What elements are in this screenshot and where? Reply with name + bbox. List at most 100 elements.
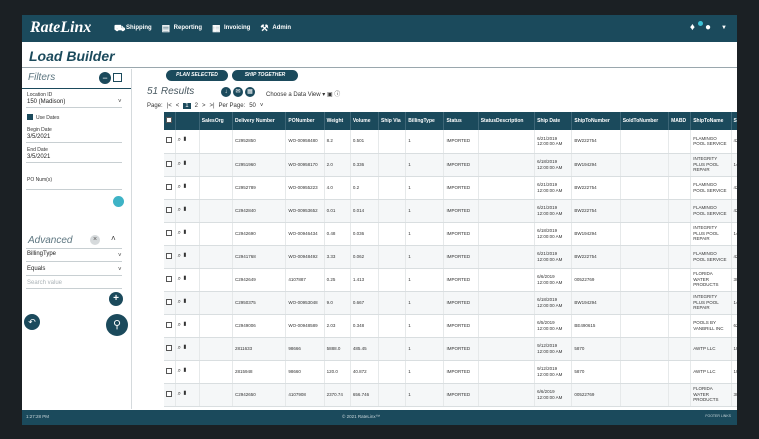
- advanced-field-select[interactable]: BillingType: [27, 251, 57, 257]
- row-checkbox[interactable]: [166, 321, 172, 328]
- clear-advanced-icon[interactable]: ×: [90, 235, 100, 245]
- next-page-icon[interactable]: >: [201, 103, 206, 109]
- row-checkbox[interactable]: [166, 183, 172, 190]
- delete-icon[interactable]: ▮: [182, 183, 188, 190]
- table-row[interactable]: ⌕ ▮ 2815948 98660 120.0 40.872 1 IMPORTED 9/12/…: [164, 360, 737, 384]
- advanced-operator-select[interactable]: Equals: [27, 266, 46, 272]
- row-checkbox[interactable]: [166, 206, 172, 213]
- delete-icon[interactable]: ▮: [182, 229, 188, 236]
- row-select-cell[interactable]: [164, 222, 176, 246]
- chevron-up-icon[interactable]: ˄: [111, 234, 116, 243]
- table-row[interactable]: ⌕ ▮ C2949006 WO-00948589 2.03 0.348 1 IMPORTED…: [164, 314, 737, 338]
- delete-icon[interactable]: ▮: [182, 390, 188, 397]
- view-icon[interactable]: ⌕: [177, 137, 183, 144]
- column-header[interactable]: Delivery Number: [232, 112, 287, 130]
- row-select-cell[interactable]: [164, 314, 176, 338]
- mail-icon[interactable]: ✉: [233, 87, 243, 97]
- checkbox[interactable]: [166, 117, 172, 123]
- column-header[interactable]: ShipTo...: [731, 112, 737, 130]
- apply-filter-icon[interactable]: [113, 196, 124, 207]
- column-header[interactable]: Ship Via: [378, 112, 407, 130]
- column-header[interactable]: StatusDescription: [478, 112, 536, 130]
- column-header[interactable]: Ship Date: [534, 112, 573, 130]
- row-select-cell[interactable]: [164, 130, 176, 154]
- row-checkbox[interactable]: [166, 367, 172, 374]
- table-row[interactable]: ⌕ ▮ C2942840 WO-00953652 0.01 0.014 1 IMPORTED…: [164, 199, 737, 223]
- delete-icon[interactable]: ▮: [182, 160, 188, 167]
- add-filter-button[interactable]: +: [109, 292, 123, 306]
- first-page-icon[interactable]: |<: [166, 103, 172, 109]
- column-header[interactable]: SoldToNumber: [620, 112, 670, 130]
- delete-icon[interactable]: ▮: [182, 206, 188, 213]
- advanced-value-input[interactable]: Search value: [27, 280, 63, 286]
- collapse-filters-button[interactable]: −: [99, 72, 111, 84]
- row-select-cell[interactable]: [164, 291, 176, 315]
- ratelinx-logo[interactable]: RateLinx: [30, 19, 92, 36]
- ship-together-button[interactable]: SHIP TOGETHER: [232, 70, 298, 81]
- row-select-cell[interactable]: [164, 383, 176, 407]
- view-icon[interactable]: ⌕: [177, 252, 183, 259]
- footer-links[interactable]: FOOTER LINKS: [705, 414, 731, 418]
- last-page-icon[interactable]: >|: [209, 103, 215, 109]
- row-select-cell[interactable]: [164, 360, 176, 384]
- table-row[interactable]: ⌕ ▮ C2941768 WO-00948492 3.33 0.062 1 IMPORTED…: [164, 245, 737, 269]
- column-header[interactable]: Weight: [324, 112, 351, 130]
- column-header[interactable]: Status: [443, 112, 479, 130]
- notifications-bell-icon[interactable]: ♦: [690, 21, 703, 34]
- column-header[interactable]: PONumber: [285, 112, 325, 130]
- column-header[interactable]: BillingType: [405, 112, 445, 130]
- row-checkbox[interactable]: [166, 344, 172, 351]
- use-dates-checkbox[interactable]: [27, 114, 33, 120]
- search-icon[interactable]: ⚲: [106, 314, 128, 336]
- delete-icon[interactable]: ▮: [182, 298, 188, 305]
- view-icon[interactable]: ⌕: [177, 390, 183, 397]
- row-checkbox[interactable]: [166, 275, 172, 282]
- prev-page-icon[interactable]: <: [175, 103, 180, 109]
- delete-icon[interactable]: ▮: [182, 137, 188, 144]
- row-checkbox[interactable]: [166, 160, 172, 167]
- view-icon[interactable]: ⌕: [177, 206, 183, 213]
- per-page-select[interactable]: 50: [249, 103, 256, 109]
- view-icon[interactable]: ⌕: [177, 183, 183, 190]
- column-header[interactable]: Volume: [350, 112, 380, 130]
- table-row[interactable]: ⌕ ▮ 2811633 98666 5888.0 485.45 1 IMPORTED 9/12…: [164, 337, 737, 361]
- column-header[interactable]: ShipToNumber: [571, 112, 621, 130]
- view-icon[interactable]: ⌕: [177, 298, 183, 305]
- download-icon[interactable]: ↓: [221, 87, 231, 97]
- table-row[interactable]: ⌕ ▮ C2942649 4107887 0.25 1.413 1 IMPORTED 6/6/…: [164, 268, 737, 292]
- table-row[interactable]: ⌕ ▮ C2952789 WO-00955223 4.0 0.2 1 IMPORTED 6/2…: [164, 176, 737, 200]
- delete-icon[interactable]: ▮: [182, 321, 188, 328]
- delete-icon[interactable]: ▮: [182, 344, 188, 351]
- page-2[interactable]: 2: [194, 103, 198, 109]
- filter-layout-icon[interactable]: [113, 73, 122, 82]
- row-checkbox[interactable]: [166, 229, 172, 236]
- view-icon[interactable]: ⌕: [177, 229, 183, 236]
- row-checkbox[interactable]: [166, 390, 172, 397]
- chevron-down-icon[interactable]: ▼: [721, 25, 727, 31]
- plan-selected-button[interactable]: PLAN SELECTED: [166, 70, 228, 81]
- row-select-cell[interactable]: [164, 199, 176, 223]
- row-select-cell[interactable]: [164, 176, 176, 200]
- user-icon[interactable]: ●: [705, 22, 712, 33]
- page-1[interactable]: 1: [183, 103, 191, 109]
- view-icon[interactable]: ⌕: [177, 160, 183, 167]
- table-row[interactable]: ⌕ ▮ C2951960 WO-00958170 2.0 0.336 1 IMPORTED 6…: [164, 153, 737, 177]
- help-icon[interactable]: ⓘ: [334, 92, 341, 98]
- begin-date-field[interactable]: 3/5/2021: [27, 134, 51, 140]
- row-checkbox[interactable]: [166, 252, 172, 259]
- row-select-cell[interactable]: [164, 245, 176, 269]
- delete-icon[interactable]: ▮: [182, 367, 188, 374]
- delete-icon[interactable]: ▮: [182, 252, 188, 259]
- column-header[interactable]: ShipToName: [690, 112, 732, 130]
- po-num-underline[interactable]: [26, 189, 122, 190]
- delete-icon[interactable]: ▮: [182, 275, 188, 282]
- select-all-checkbox[interactable]: [164, 112, 176, 130]
- save-icon[interactable]: ▣: [326, 92, 333, 98]
- row-select-cell[interactable]: [164, 268, 176, 292]
- table-row[interactable]: ⌕ ▮ C2942690 WO-00946434 0.48 0.036 1 IMPORTED…: [164, 222, 737, 246]
- column-header[interactable]: MABD: [668, 112, 692, 130]
- end-date-field[interactable]: 3/5/2021: [27, 154, 51, 160]
- row-checkbox[interactable]: [166, 137, 172, 144]
- table-row[interactable]: ⌕ ▮ C2950375 WO-00953048 9.0 0.667 1 IMPORTED 6…: [164, 291, 737, 315]
- column-header[interactable]: [175, 112, 200, 130]
